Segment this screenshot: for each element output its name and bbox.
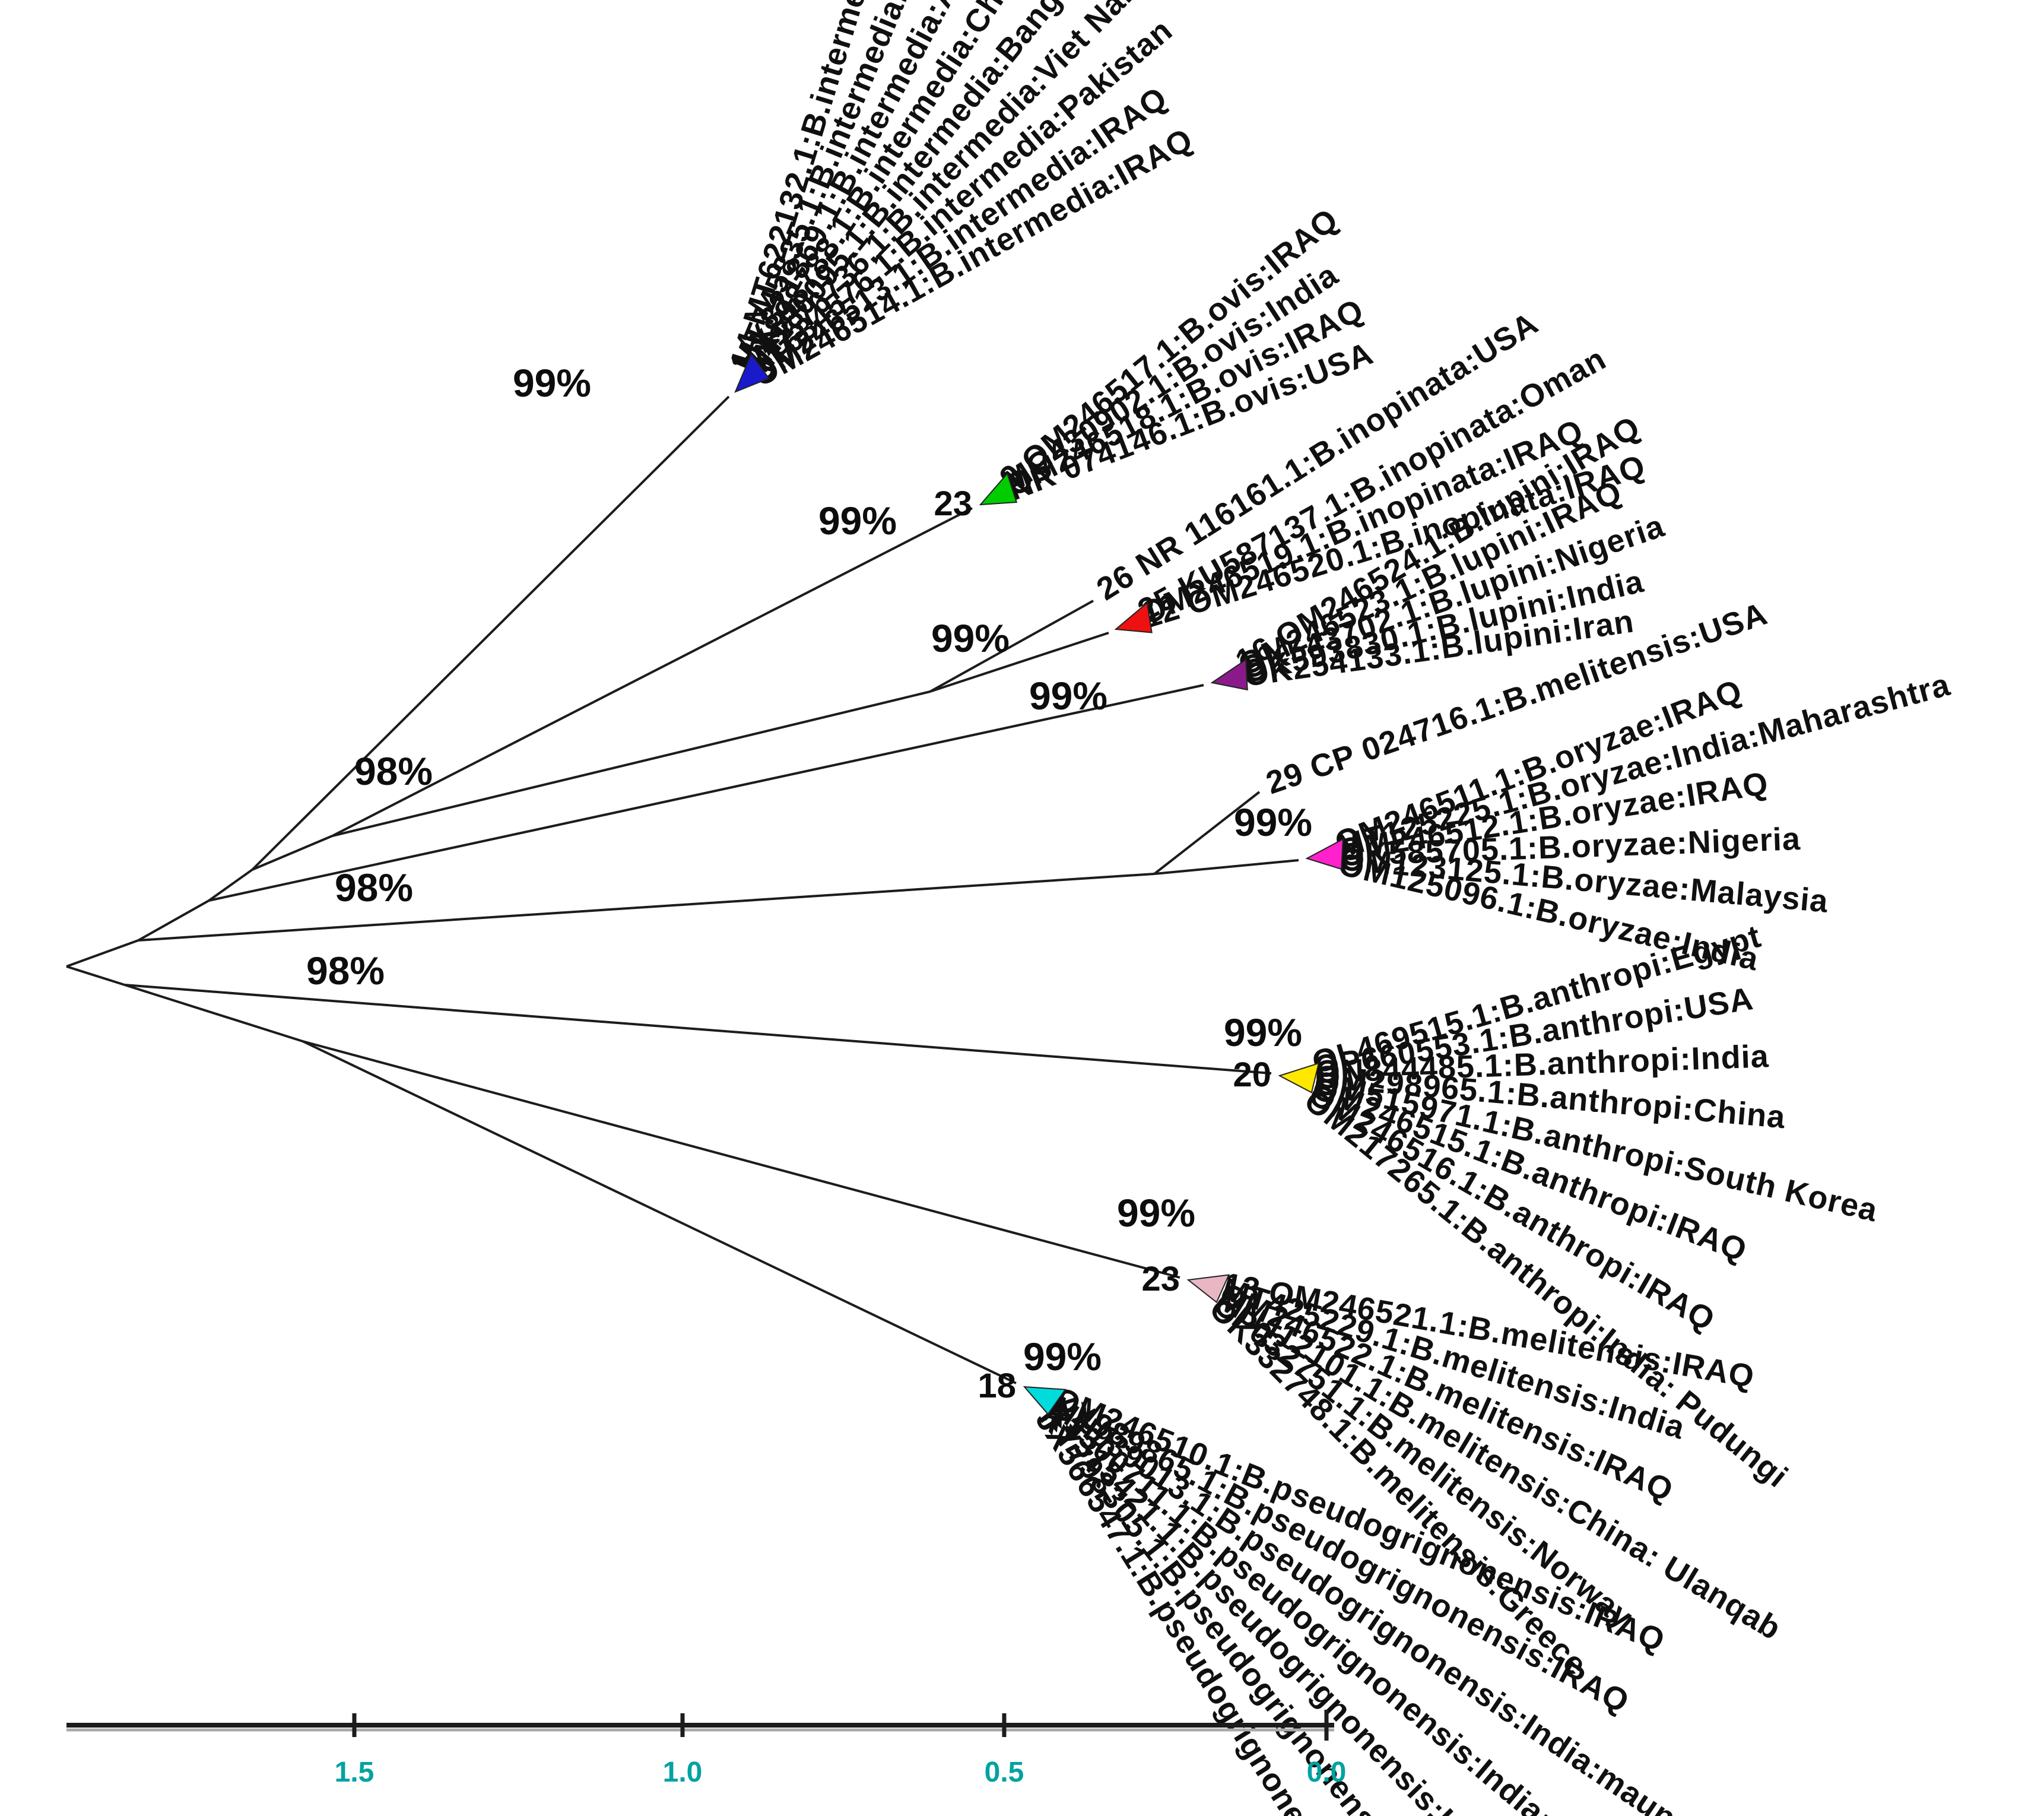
branch-line	[208, 869, 253, 902]
branch-line	[138, 899, 210, 942]
branch-line	[302, 1040, 1180, 1279]
cluster-node-marker	[1278, 1062, 1320, 1094]
branch-line	[332, 690, 931, 837]
cluster-node-marker	[1186, 1274, 1230, 1304]
scale-tick-label: 1.0	[663, 1757, 703, 1788]
branch-line	[929, 632, 1109, 693]
bootstrap-label: 98%	[354, 749, 433, 793]
bootstrap-label: 99%	[1023, 1335, 1102, 1378]
branch-line	[124, 984, 303, 1042]
bootstrap-label: 99%	[513, 361, 591, 405]
bootstrap-label: 99%	[1029, 674, 1107, 718]
branch-line	[929, 600, 1094, 693]
branch-line	[124, 984, 1272, 1075]
scale-tick-label: 1.5	[335, 1757, 374, 1788]
branch-line	[138, 873, 1155, 942]
branch-line	[252, 835, 333, 871]
cluster-node-marker	[1114, 601, 1153, 633]
bootstrap-label: 99%	[931, 616, 1010, 660]
bootstrap-label: 98%	[335, 866, 413, 909]
scale-tick-label: 0.5	[985, 1757, 1024, 1788]
cluster-node-marker	[1305, 838, 1344, 870]
cluster-node-marker	[1023, 1386, 1067, 1415]
cluster-node-marker	[979, 472, 1018, 506]
branch-line	[66, 939, 139, 968]
node-number-label: 20	[1233, 1056, 1271, 1094]
branch-line	[66, 965, 125, 986]
branch-line	[208, 684, 1204, 902]
scale-tick-label: 0.0	[1307, 1757, 1347, 1788]
cluster-node-marker	[734, 353, 770, 393]
node-number-label: 23	[1141, 1260, 1180, 1298]
branch-line	[1154, 859, 1299, 875]
node-number-label: 23	[934, 484, 972, 523]
bootstrap-label: 99%	[818, 499, 897, 543]
node-number-label: 18	[977, 1367, 1016, 1405]
branch-line	[332, 507, 973, 837]
branch-line	[1153, 791, 1261, 875]
branch-line	[251, 395, 730, 871]
bootstrap-label: 99%	[1117, 1191, 1195, 1235]
bootstrap-label: 99%	[1234, 800, 1312, 844]
bootstrap-label: 99%	[1224, 1010, 1302, 1054]
cluster-node-marker	[1210, 658, 1248, 691]
branch-line	[302, 1040, 1017, 1384]
bootstrap-label: 98%	[306, 949, 385, 993]
